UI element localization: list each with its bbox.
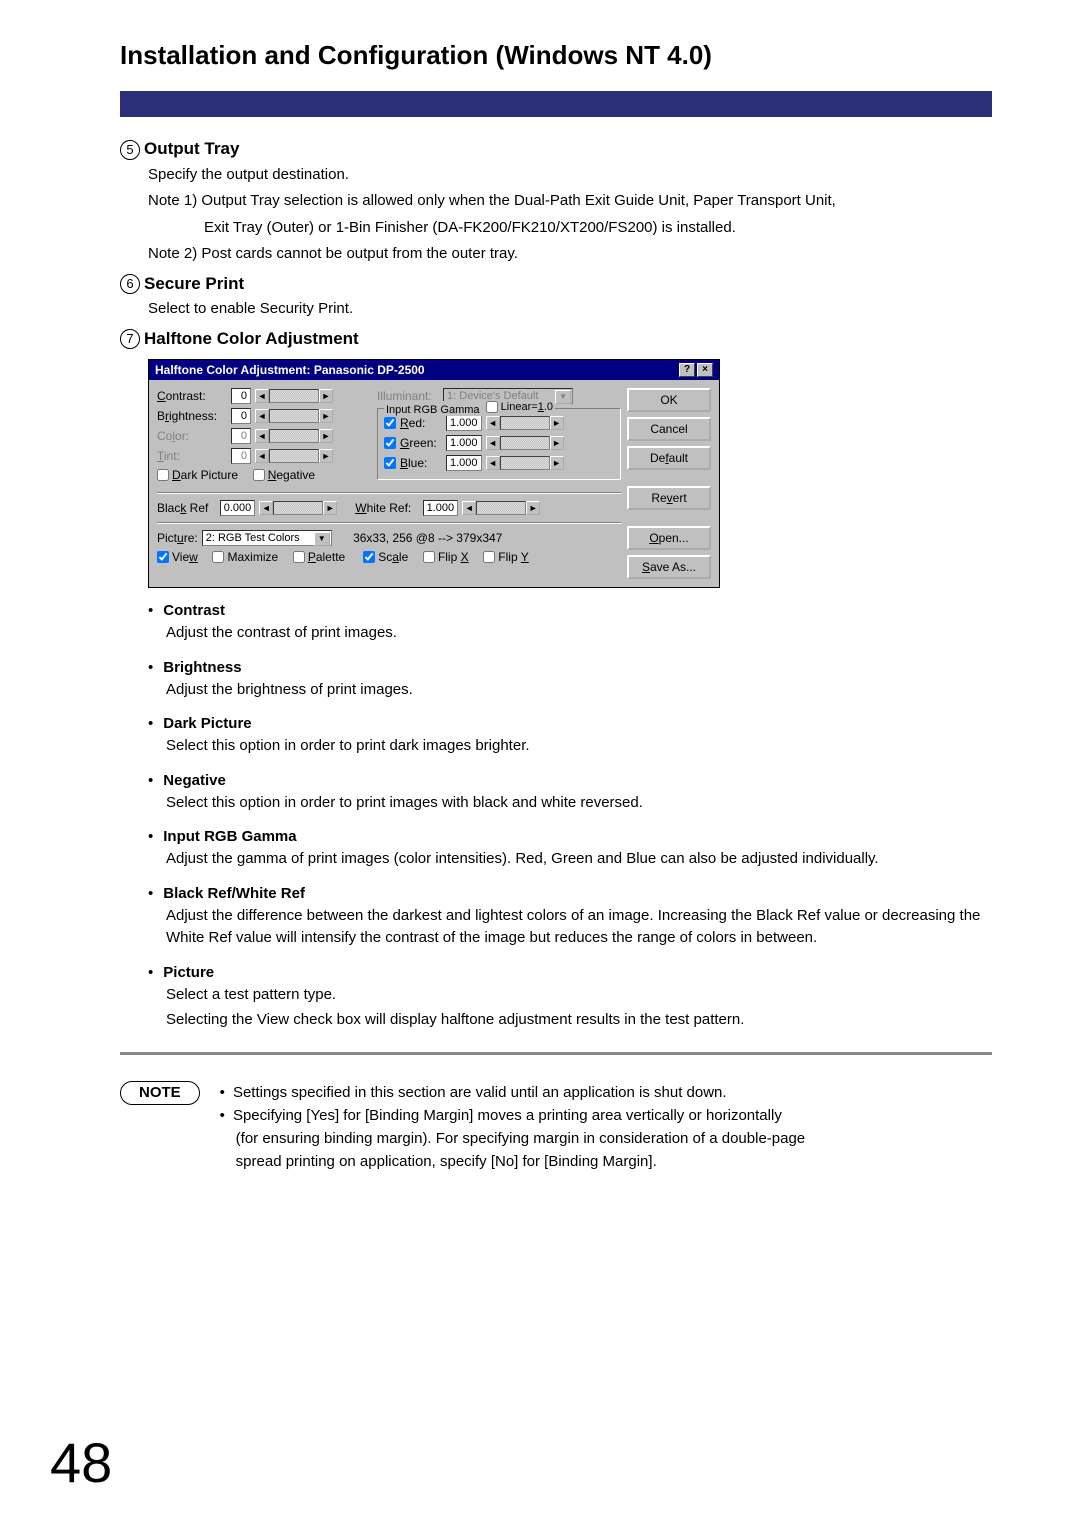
note-badge: NOTE — [120, 1081, 200, 1105]
negative-checkbox[interactable]: Negative — [253, 468, 315, 482]
blackref-slider[interactable]: ◄► — [259, 501, 337, 515]
blue-value: 1.000 — [446, 455, 482, 471]
blackref-value: 0.000 — [220, 500, 256, 516]
bullet-brightness: BrightnessAdjust the brightness of print… — [148, 659, 992, 702]
blue-checkbox[interactable] — [384, 457, 396, 469]
bullet-input-rgb: Input RGB GammaAdjust the gamma of print… — [148, 828, 992, 871]
num-5: 5 — [120, 140, 140, 160]
page-title: Installation and Configuration (Windows … — [120, 40, 992, 71]
bullet-contrast: ContrastAdjust the contrast of print ima… — [148, 602, 992, 645]
scale-checkbox[interactable]: Scale — [363, 550, 408, 564]
maximize-checkbox[interactable]: Maximize — [212, 550, 278, 564]
picture-info: 36x33, 256 @8 --> 379x347 — [353, 531, 502, 545]
sec5-note1b: Exit Tray (Outer) or 1-Bin Finisher (DA-… — [204, 217, 992, 240]
saveas-button[interactable]: Save As... — [627, 555, 711, 579]
bullet-negative: NegativeSelect this option in order to p… — [148, 772, 992, 815]
ok-button[interactable]: OK — [627, 388, 711, 412]
contrast-slider[interactable]: ◄► — [255, 389, 333, 403]
green-value: 1.000 — [446, 435, 482, 451]
num-7: 7 — [120, 329, 140, 349]
color-label: Color: — [157, 429, 227, 443]
sec5-note1a: Note 1) Output Tray selection is allowed… — [148, 190, 992, 213]
sec6-label: Secure Print — [144, 274, 244, 293]
section-7-title: 7Halftone Color Adjustment — [120, 329, 992, 350]
bullet-dark-picture: Dark PictureSelect this option in order … — [148, 715, 992, 758]
halftone-dialog: Halftone Color Adjustment: Panasonic DP-… — [148, 359, 720, 588]
sec6-body: Select to enable Security Print. — [148, 298, 992, 321]
section-6-title: 6Secure Print — [120, 274, 992, 295]
red-slider[interactable]: ◄► — [486, 416, 564, 430]
rgb-group-label: Input RGB Gamma — [386, 404, 480, 416]
footer-line3: (for ensuring binding margin). For speci… — [236, 1127, 805, 1150]
flipy-checkbox[interactable]: Flip Y — [483, 550, 528, 564]
footer-line2: Specifying [Yes] for [Binding Margin] mo… — [233, 1107, 782, 1124]
picture-label: Picture: — [157, 531, 198, 545]
red-checkbox[interactable] — [384, 417, 396, 429]
picture-combo[interactable]: 2: RGB Test Colors — [202, 530, 332, 546]
sec5-label: Output Tray — [144, 139, 239, 158]
blackref-label: Black Ref — [157, 501, 208, 515]
section-5-title: 5Output Tray — [120, 139, 992, 160]
contrast-label: CContrast:ontrast: — [157, 389, 227, 403]
open-button[interactable]: Open... — [627, 526, 711, 550]
linear-checkbox[interactable]: Linear=1.0 — [486, 401, 553, 413]
color-value: 0 — [231, 428, 251, 444]
bullet-black-white-ref: Black Ref/White RefAdjust the difference… — [148, 885, 992, 950]
tint-value: 0 — [231, 448, 251, 464]
view-checkbox[interactable]: View — [157, 550, 198, 564]
contrast-value: 0 — [231, 388, 251, 404]
tint-label: Tint: — [157, 449, 227, 463]
rgb-gamma-group: Input RGB Gamma Linear=1.0 Red:1.000◄► G… — [377, 408, 621, 480]
cancel-button[interactable]: Cancel — [627, 417, 711, 441]
blue-slider[interactable]: ◄► — [486, 456, 564, 470]
brightness-value: 0 — [231, 408, 251, 424]
sec5-note2: Note 2) Post cards cannot be output from… — [148, 243, 992, 266]
revert-button[interactable]: Revert — [627, 486, 711, 510]
footer-line1: Settings specified in this section are v… — [233, 1084, 727, 1101]
header-bar — [120, 91, 992, 117]
footer-note: NOTE Settings specified in this section … — [120, 1081, 992, 1174]
help-button[interactable]: ? — [679, 363, 695, 377]
page-number: 48 — [50, 1430, 112, 1495]
dialog-title-text: Halftone Color Adjustment: Panasonic DP-… — [155, 363, 425, 377]
brightness-slider[interactable]: ◄► — [255, 409, 333, 423]
tint-slider: ◄► — [255, 449, 333, 463]
dialog-titlebar: Halftone Color Adjustment: Panasonic DP-… — [149, 360, 719, 380]
color-slider: ◄► — [255, 429, 333, 443]
footer-line4: spread printing on application, specify … — [236, 1150, 805, 1173]
whiteref-slider[interactable]: ◄► — [462, 501, 540, 515]
whiteref-label: White Ref: — [355, 501, 411, 515]
num-6: 6 — [120, 274, 140, 294]
bullet-picture: PictureSelect a test pattern type.Select… — [148, 964, 992, 1032]
flipx-checkbox[interactable]: Flip X — [423, 550, 469, 564]
red-value: 1.000 — [446, 415, 482, 431]
close-button[interactable]: × — [697, 363, 713, 377]
green-checkbox[interactable] — [384, 437, 396, 449]
palette-checkbox[interactable]: Palette — [293, 550, 345, 564]
whiteref-value: 1.000 — [423, 500, 459, 516]
sec5-body: Specify the output destination. — [148, 164, 992, 187]
default-button[interactable]: Default — [627, 446, 711, 470]
dark-picture-checkbox[interactable]: Dark Picture — [157, 468, 238, 482]
sec7-label: Halftone Color Adjustment — [144, 329, 359, 348]
green-slider[interactable]: ◄► — [486, 436, 564, 450]
brightness-label: Brightness: — [157, 409, 227, 423]
